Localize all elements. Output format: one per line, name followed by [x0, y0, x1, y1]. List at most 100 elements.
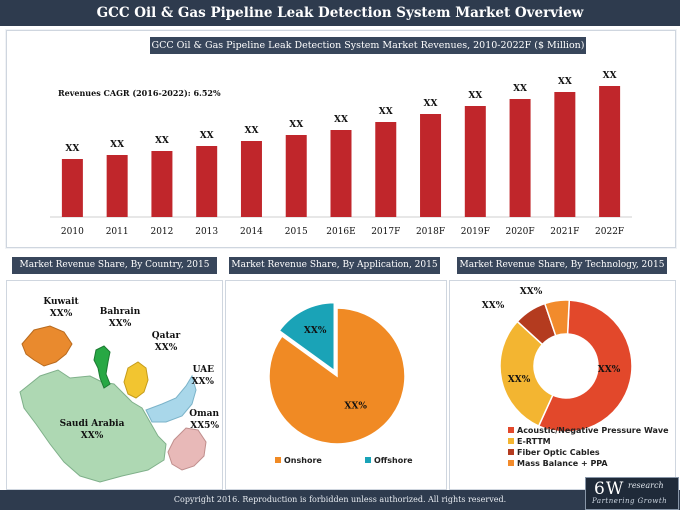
country-section-title: Market Revenue Share, By Country, 2015 [19, 260, 210, 270]
bar-2010 [61, 159, 83, 217]
bar-2018F [420, 114, 442, 217]
uae-value: XX% [191, 377, 214, 387]
bar-2022F [599, 86, 621, 217]
legend-swatch-tech-2 [508, 449, 514, 455]
x-tick-2017F: 2017F [371, 227, 400, 237]
pie-label-offshore: XX% [304, 326, 327, 336]
legend-swatch-tech-3 [508, 460, 514, 466]
bar-2014 [240, 141, 262, 217]
technology-section-header: Market Revenue Share, By Technology, 201… [457, 257, 667, 289]
oman-name: Oman [189, 409, 219, 419]
technology-section-title: Market Revenue Share, By Technology, 201… [459, 260, 665, 270]
qatar-region [123, 361, 149, 399]
x-tick-2020F: 2020F [505, 227, 534, 237]
donut-label-3: XX% [520, 287, 543, 297]
copyright-text: Copyright 2016. Reproduction is forbidde… [173, 495, 507, 504]
technology-panel [449, 280, 676, 490]
donut-slice-0 [537, 299, 633, 433]
bar-2021F [554, 92, 576, 217]
legend-label-tech-2: Fiber Optic Cables [517, 448, 600, 457]
x-tick-2014: 2014 [240, 227, 263, 237]
x-tick-2010: 2010 [61, 227, 84, 237]
application-section-header: Market Revenue Share, By Application, 20… [229, 257, 440, 289]
pie-label-onshore: XX% [344, 401, 367, 411]
kuwait-region [21, 325, 73, 367]
bar-label-2015: XX [289, 120, 303, 130]
kuwait-name: Kuwait [43, 297, 79, 307]
legend-label-tech-0: Acoustic/Negative Pressure Wave [517, 426, 669, 435]
pie-slice-onshore [268, 307, 406, 445]
logo-sup-text: research [628, 481, 664, 490]
saudi-arabia-region [19, 369, 167, 483]
donut-slice-3 [543, 299, 571, 337]
uae-region [145, 374, 197, 423]
bar-2019F [464, 106, 486, 217]
bar-label-2020F: XX [513, 84, 527, 94]
donut-slice-1 [499, 320, 554, 428]
bar-label-2017F: XX [379, 107, 393, 117]
bar-label-2018F: XX [424, 99, 438, 109]
revenue-chart-title: GCC Oil & Gas Pipeline Leak Detection Sy… [150, 37, 586, 54]
technology-donut-chart: XX% XX% XX% XX% Acoustic/Negative Pressure … [482, 287, 669, 468]
company-logo[interactable]: 6W research Partnering Growth [585, 477, 679, 510]
saudi-arabia-value: XX% [81, 431, 104, 441]
legend-label-tech-1: E-RTTM [517, 437, 551, 446]
application-section-title: Market Revenue Share, By Application, 20… [231, 260, 438, 270]
bar-label-2022F: XX [603, 71, 617, 81]
donut-label-0: XX% [598, 365, 621, 375]
bahrain-value: XX% [109, 319, 132, 329]
bar-label-2016E: XX [334, 115, 348, 125]
x-tick-2021F: 2021F [550, 227, 579, 237]
bar-2016E [330, 130, 352, 217]
x-tick-2019F: 2019F [461, 227, 490, 237]
legend-swatch-offshore [365, 457, 371, 463]
x-tick-2015: 2015 [285, 227, 308, 237]
saudi-arabia-name: Saudi Arabia [60, 419, 125, 429]
x-tick-2013: 2013 [195, 227, 218, 237]
bar-label-2013: XX [200, 131, 214, 141]
legend-swatch-onshore [275, 457, 281, 463]
cagr-annotation: Revenues CAGR (2016-2022): 6.52% [58, 88, 221, 98]
bar-2011 [106, 155, 128, 217]
application-pie-chart: XX% XX% Onshore Offshore [268, 301, 413, 465]
legend-label-tech-3: Mass Balance + PPA [517, 459, 608, 468]
bahrain-region [93, 345, 111, 389]
x-tick-2016E: 2016E [326, 227, 355, 237]
x-tick-2011: 2011 [106, 227, 129, 237]
bar-2013 [196, 146, 218, 217]
donut-label-1: XX% [508, 375, 531, 385]
bar-label-2012: XX [155, 136, 169, 146]
bar-label-2010: XX [65, 144, 79, 154]
bar-label-2014: XX [244, 126, 258, 136]
footer: Copyright 2016. Reproduction is forbidde… [0, 490, 680, 510]
legend-label-offshore: Offshore [374, 456, 413, 465]
x-tick-2012: 2012 [150, 227, 173, 237]
oman-value: XX5% [190, 421, 219, 431]
legend-label-onshore: Onshore [284, 456, 322, 465]
bar-2015 [285, 135, 307, 217]
x-tick-2018F: 2018F [416, 227, 445, 237]
bar-label-2021F: XX [558, 77, 572, 87]
bar-2012 [151, 151, 173, 217]
logo-tagline: Partnering Growth [592, 497, 668, 505]
page-title: GCC Oil & Gas Pipeline Leak Detection Sy… [0, 0, 680, 26]
logo-main-text: 6W [594, 479, 625, 499]
bar-2017F [375, 122, 397, 217]
x-tick-2022F: 2022F [595, 227, 624, 237]
legend-swatch-tech-0 [508, 427, 514, 433]
uae-name: UAE [193, 365, 215, 375]
revenue-bar-chart: Revenues CAGR (2016-2022): 6.52% XX 2010 X… [50, 71, 632, 237]
bar-2020F [509, 99, 531, 217]
legend-swatch-tech-1 [508, 438, 514, 444]
country-section-header: Market Revenue Share, By Country, 2015 (… [12, 257, 217, 289]
pie-slice-offshore [278, 301, 336, 373]
country-map: Kuwait XX% Bahrain XX% Qatar XX% UAE XX%… [19, 297, 219, 483]
bahrain-name: Bahrain [100, 307, 141, 317]
qatar-value: XX% [155, 343, 178, 353]
donut-label-2: XX% [482, 301, 505, 311]
kuwait-value: XX% [50, 309, 73, 319]
oman-region [167, 427, 207, 471]
qatar-name: Qatar [152, 331, 181, 341]
bar-label-2019F: XX [468, 91, 482, 101]
bar-label-2011: XX [110, 140, 124, 150]
